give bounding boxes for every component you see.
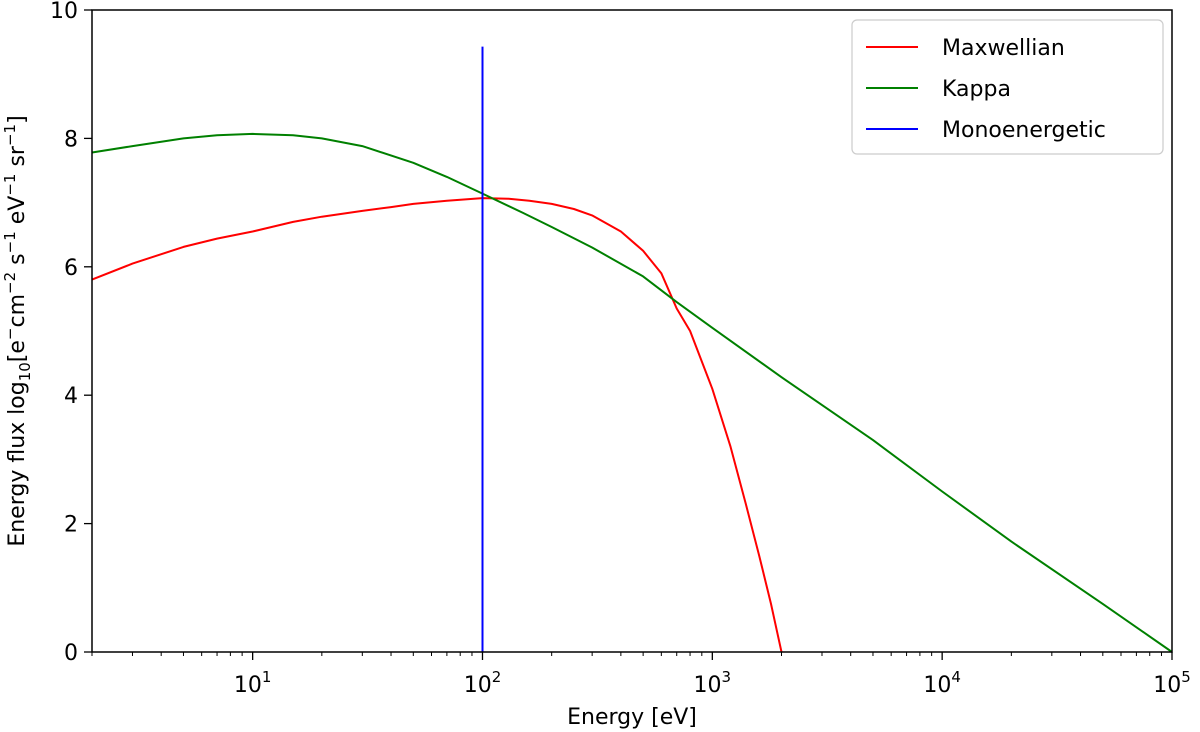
y-tick-label: 2	[64, 513, 78, 538]
y-tick-label: 0	[64, 641, 78, 666]
legend-label-kappa: Kappa	[942, 77, 1011, 102]
y-tick-label: 8	[64, 127, 78, 152]
legend-label-maxwellian: Maxwellian	[942, 36, 1065, 61]
x-tick-label: 102	[464, 668, 502, 698]
y-tick-label: 6	[64, 256, 78, 281]
legend: Maxwellian Kappa Monoenergetic	[851, 19, 1164, 155]
series-layer	[91, 46, 1173, 653]
y-axis-ticks: 0 2 4 6 8 10	[50, 0, 92, 666]
x-tick-label: 103	[694, 668, 732, 698]
series-line-kappa	[91, 132, 1173, 653]
series-line-maxwellian	[91, 197, 783, 653]
x-tick-label: 104	[923, 668, 961, 698]
x-axis-title: Energy [eV]	[567, 705, 697, 730]
y-tick-label: 10	[50, 0, 78, 24]
plot-frame	[91, 9, 1173, 653]
x-tick-label: 101	[234, 668, 272, 698]
legend-frame	[851, 19, 1164, 155]
x-tick-label: 105	[1153, 668, 1191, 698]
y-axis-title: Energy flux log10[e−cm−2 s−1 eV−1 sr−1]	[1, 115, 34, 546]
y-tick-label: 4	[64, 384, 78, 409]
legend-label-monoenergetic: Monoenergetic	[942, 118, 1106, 143]
x-axis-ticks: 101 102 103 104 105	[91, 652, 1191, 698]
